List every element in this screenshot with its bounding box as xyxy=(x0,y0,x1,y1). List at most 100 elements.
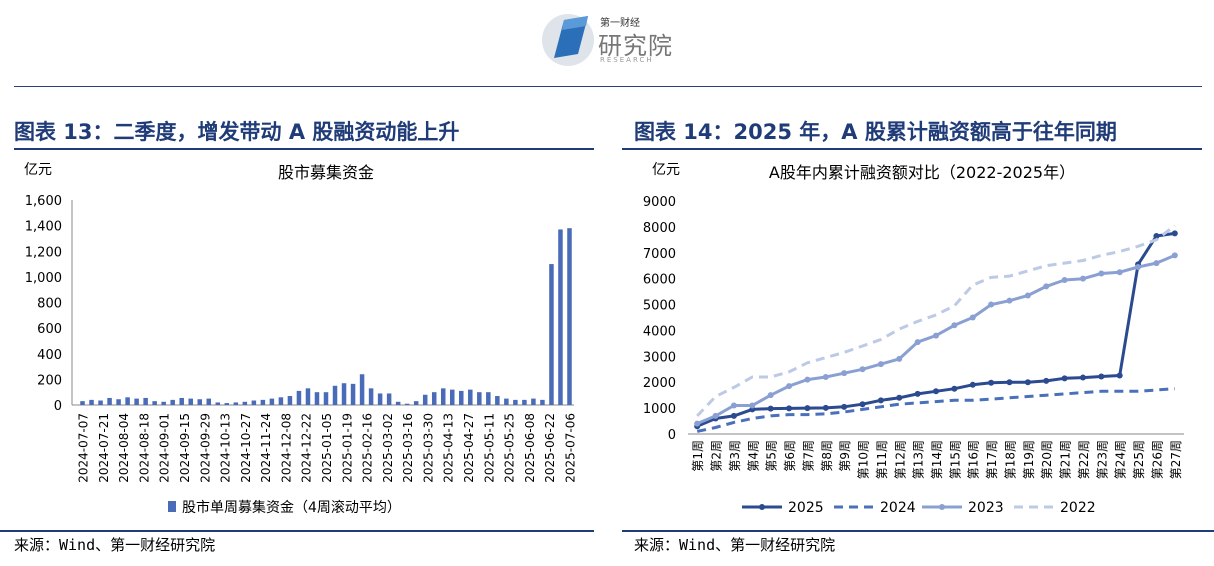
y-tick-label: 1000 xyxy=(643,402,676,417)
x-tick-label: 第21周 xyxy=(1059,440,1073,479)
y-tick-label: 2000 xyxy=(643,376,676,391)
x-tick-label: 2025-03-16 xyxy=(401,413,415,483)
bar xyxy=(89,399,94,405)
x-tick-label: 2025-07-06 xyxy=(563,413,577,483)
x-tick-label: 第25周 xyxy=(1132,440,1146,479)
bar xyxy=(152,401,157,405)
bar xyxy=(459,390,464,405)
x-tick-label: 第10周 xyxy=(857,440,871,479)
bar xyxy=(260,399,266,405)
logo-text-sub: RESEARCH xyxy=(600,56,654,64)
bar xyxy=(197,399,202,405)
data-point xyxy=(1043,283,1050,290)
left-bottom-rule xyxy=(0,530,594,532)
data-point xyxy=(1116,372,1123,379)
data-point xyxy=(1098,373,1105,380)
bar xyxy=(341,383,347,405)
x-tick-label: 2025-03-30 xyxy=(421,413,435,483)
x-tick-label: 2024-09-29 xyxy=(198,413,212,483)
right-panel-title: 图表 14：2025 年，A 股累计融资额高于往年同期 xyxy=(634,120,1117,144)
bar xyxy=(549,264,554,405)
bar xyxy=(269,398,275,405)
x-tick-label: 2025-04-13 xyxy=(442,413,456,483)
bar xyxy=(134,398,139,405)
bar xyxy=(107,397,112,405)
data-point xyxy=(1153,232,1160,239)
series-line-2024 xyxy=(696,387,1175,433)
y-tick-label: 5000 xyxy=(643,299,676,314)
bar xyxy=(125,397,130,405)
bar xyxy=(567,228,572,405)
data-point xyxy=(933,388,939,395)
data-point xyxy=(730,402,737,409)
bar xyxy=(531,398,536,405)
x-tick-label: 第5周 xyxy=(765,440,779,472)
bar xyxy=(188,398,193,405)
bar xyxy=(431,392,437,405)
x-tick-label: 2024-12-08 xyxy=(279,413,293,483)
x-tick-label: 第12周 xyxy=(893,440,907,479)
header-divider xyxy=(14,86,1202,87)
data-point xyxy=(877,361,884,368)
logo-text-small: 第一财经 xyxy=(600,18,640,29)
bar xyxy=(305,388,311,405)
bar xyxy=(296,390,302,405)
bar xyxy=(522,399,527,405)
x-tick-label: 2025-06-08 xyxy=(523,413,537,483)
data-point xyxy=(804,376,811,383)
bar xyxy=(215,402,221,405)
legend-label: 2022 xyxy=(1060,500,1096,516)
x-tick-label: 第23周 xyxy=(1095,440,1109,479)
data-point xyxy=(914,390,921,397)
x-tick-label: 2024-07-21 xyxy=(97,413,111,483)
x-tick-label: 第16周 xyxy=(967,440,981,479)
data-point xyxy=(1006,297,1013,304)
data-point xyxy=(859,401,866,408)
left-panel-title: 图表 13：二季度，增发带动 A 股融资动能上升 xyxy=(14,120,460,144)
bar xyxy=(80,401,85,405)
data-point xyxy=(730,412,737,419)
x-tick-label: 2024-10-13 xyxy=(219,413,233,483)
bar xyxy=(377,393,383,405)
bar xyxy=(161,401,166,405)
y-tick-label: 0 xyxy=(54,399,62,414)
y-tick-label: 400 xyxy=(37,348,62,363)
data-point xyxy=(951,322,958,329)
x-tick-label: 2024-12-22 xyxy=(300,413,314,483)
legend-swatch xyxy=(168,501,176,512)
x-tick-label: 第19周 xyxy=(1022,440,1036,479)
logo-emblem xyxy=(542,14,594,66)
bar xyxy=(206,398,212,405)
x-tick-label: 2025-02-16 xyxy=(361,413,375,483)
bar xyxy=(558,229,563,405)
right-bottom-rule xyxy=(622,530,1214,532)
data-point xyxy=(1006,379,1013,386)
right-title-rule xyxy=(622,148,1202,150)
data-point xyxy=(1079,374,1086,381)
bar xyxy=(251,400,257,405)
x-tick-label: 2025-05-11 xyxy=(482,413,496,483)
data-point xyxy=(712,412,719,419)
data-point xyxy=(933,332,939,339)
data-point xyxy=(896,355,903,362)
bar xyxy=(422,394,428,405)
data-point xyxy=(767,392,774,399)
x-tick-label: 第4周 xyxy=(746,440,760,472)
x-tick-label: 第11周 xyxy=(875,440,889,479)
x-tick-label: 第26周 xyxy=(1150,440,1164,479)
legend-label: 股市单周募集资金（4周滚动平均） xyxy=(182,499,401,516)
x-tick-label: 2024-08-04 xyxy=(117,413,131,483)
bar xyxy=(287,396,293,405)
bar xyxy=(242,401,248,405)
bar xyxy=(143,397,148,405)
data-point xyxy=(841,370,848,377)
x-tick-label: 2024-09-15 xyxy=(178,413,192,483)
bar xyxy=(386,393,392,405)
right-source-note: 来源：Wind、第一财经研究院 xyxy=(634,536,836,554)
data-point xyxy=(969,314,976,321)
legend-label: 2024 xyxy=(880,500,916,516)
x-tick-label: 第8周 xyxy=(820,440,834,472)
bar xyxy=(359,374,365,405)
bar xyxy=(404,403,410,405)
data-point xyxy=(1061,375,1068,382)
